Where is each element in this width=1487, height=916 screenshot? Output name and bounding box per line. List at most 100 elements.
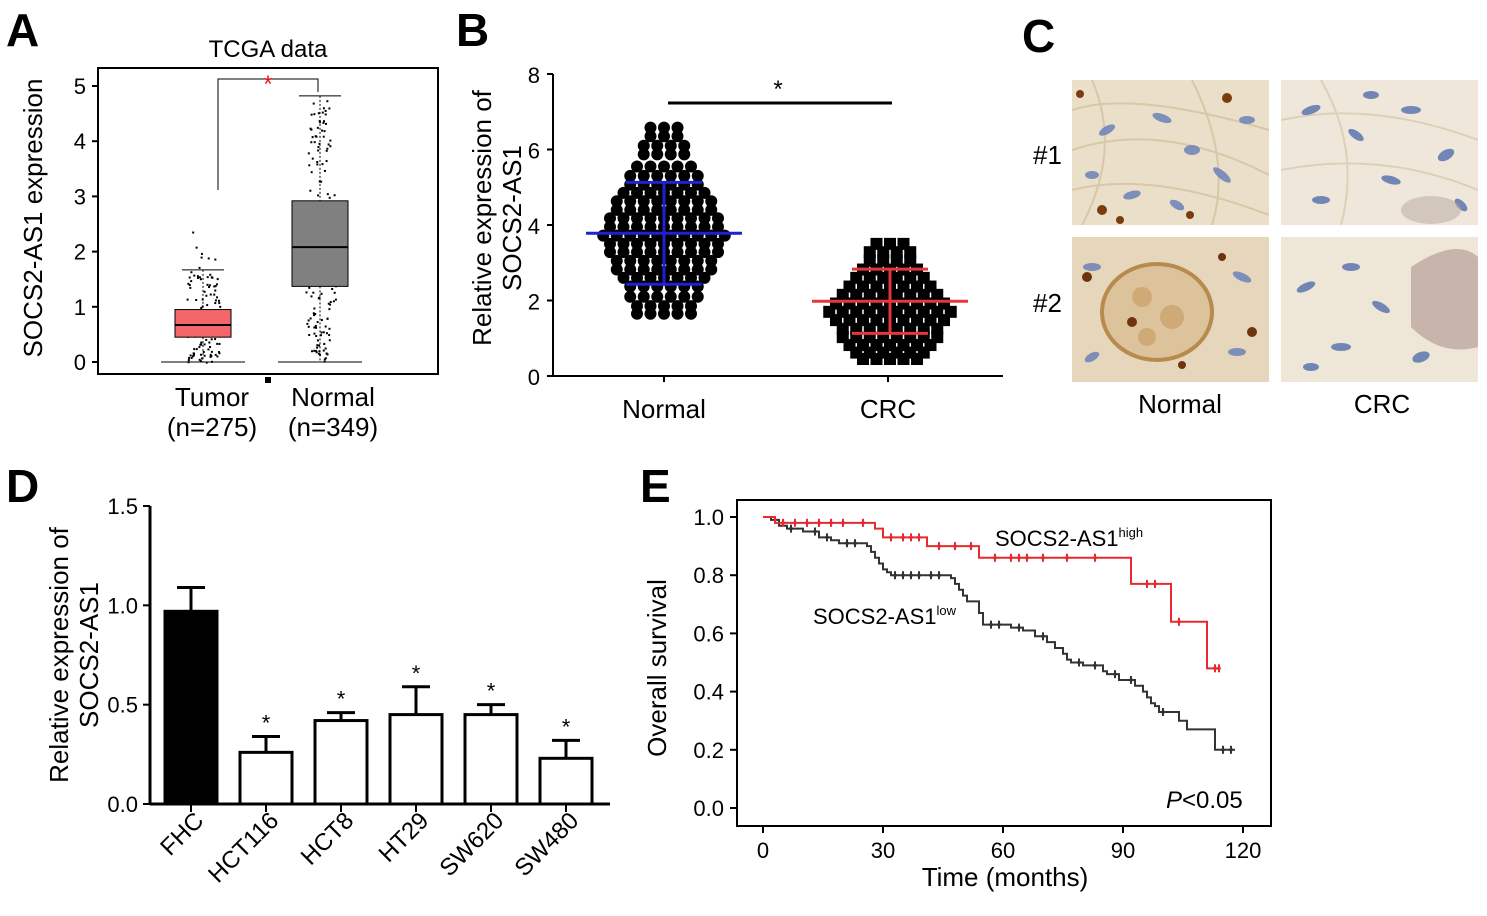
panel-b-point-normal — [685, 246, 697, 259]
panel-e-censor-dot — [969, 544, 973, 548]
panel-a-point — [209, 273, 212, 276]
panel-e-censor-dot — [1093, 555, 1097, 560]
panel-a-point — [329, 303, 332, 306]
panel-a-point — [213, 285, 216, 288]
panel-a-point — [188, 356, 191, 359]
panel-a-point — [316, 346, 319, 349]
panel-a-point — [216, 342, 219, 345]
panel-b-point-normal — [651, 148, 664, 161]
panel-b-point-normal — [685, 307, 697, 320]
panel-b-point-normal — [678, 203, 691, 216]
panel-e-censor-dot — [1017, 555, 1021, 560]
panel-b-point-normal — [631, 160, 643, 173]
panel-a-point — [307, 319, 310, 322]
panel-b-point-normal — [617, 237, 630, 250]
panel-d-bar-ht29 — [388, 713, 444, 806]
ihc-image-crc-2 — [1281, 237, 1478, 382]
panel-a-point — [200, 306, 203, 309]
ihc-image-normal-2 — [1072, 237, 1269, 382]
panel-b-point-normal — [671, 271, 684, 284]
panel-a-point — [217, 299, 220, 302]
panel-e-ytick-label: 0.6 — [693, 621, 724, 646]
panel-b-ytick-label: 2 — [528, 290, 540, 315]
panel-a-point — [207, 348, 210, 351]
panel-a-point — [332, 300, 335, 303]
panel-b-point-normal — [664, 254, 677, 267]
panel-e-censor-dot — [909, 535, 913, 540]
panel-a-point — [308, 334, 311, 337]
panel-b-point-normal — [705, 263, 718, 276]
panel-a-point — [214, 353, 217, 356]
panel-b-point-normal — [671, 246, 684, 259]
panel-b-point-normal — [712, 212, 724, 225]
panel-c-ihc: #1 #2 Normal CRC — [1033, 140, 1410, 419]
panel-a-point — [203, 290, 206, 293]
panel-b-point-normal — [685, 237, 697, 250]
panel-b-point-normal — [651, 203, 664, 216]
panel-e-censor-dot — [1217, 666, 1221, 671]
panel-a-point — [209, 346, 212, 349]
panel-b-point-normal — [664, 148, 677, 161]
panel-a-axis-marker — [265, 377, 271, 383]
panel-b-point-normal — [617, 220, 630, 233]
panel-a-point — [314, 313, 317, 316]
panel-b-point-normal — [604, 220, 616, 233]
panel-a-point — [213, 293, 216, 296]
panel-b-point-normal — [691, 169, 704, 182]
panel-e-censor-dot — [1025, 555, 1029, 560]
panel-d-ytick-label: 1.0 — [107, 593, 138, 618]
panel-b-point-normal — [671, 307, 684, 320]
panel-b-point-normal — [664, 263, 677, 276]
panel-d-significance-star: * — [337, 687, 346, 712]
panel-b-point-normal — [624, 203, 637, 216]
panel-b-point-normal — [631, 237, 643, 250]
panel-d-ylabel-line1: Relative expression of — [44, 526, 74, 783]
panel-a-point — [209, 355, 212, 358]
panel-b-point-normal — [617, 212, 630, 225]
panel-a-point — [317, 146, 320, 149]
panel-b-point-normal — [637, 203, 650, 216]
panel-e-censor-dot — [1153, 582, 1157, 586]
panel-a-point — [218, 302, 221, 305]
panel-b-point-normal — [678, 254, 691, 267]
panel-e-censor-dot — [781, 521, 785, 525]
panel-a-point — [197, 276, 200, 279]
panel-a-ytick-label: 0 — [74, 350, 86, 375]
panel-b-point-normal — [698, 186, 711, 199]
panel-a-point — [313, 113, 316, 116]
panel-a-point — [189, 286, 192, 289]
panel-a-point — [333, 291, 336, 294]
panel-b-point-normal — [712, 220, 724, 233]
panel-a-point — [309, 317, 312, 320]
panel-a-point — [317, 352, 320, 355]
panel-b-point-normal — [624, 254, 637, 267]
panel-a-point — [209, 293, 212, 296]
panel-b-significance-star: * — [773, 76, 782, 103]
panel-a-cat-normal-n: (n=349) — [288, 412, 378, 442]
panel-a-ytick-label: 5 — [74, 74, 86, 99]
panel-b-point-normal — [610, 263, 623, 276]
panel-a-ytick-label: 4 — [74, 129, 86, 154]
panel-b-point-normal — [698, 212, 711, 225]
panel-a-point — [311, 157, 314, 160]
panel-a-point — [310, 171, 313, 174]
panel-b-point-normal — [631, 246, 643, 259]
panel-b-point-normal — [664, 139, 677, 152]
panel-a-point — [210, 350, 213, 353]
panel-a-point — [323, 358, 326, 361]
panel-a-point — [218, 352, 221, 355]
panel-a-box-normal — [291, 200, 349, 287]
panel-b-point-crc — [857, 353, 869, 366]
panel-a-point — [198, 358, 201, 361]
panel-b-point-normal — [631, 220, 643, 233]
panel-b-point-normal — [664, 169, 677, 182]
panel-d-bar-fhc — [163, 609, 219, 806]
panel-a-point — [316, 163, 319, 166]
panel-a-point — [199, 278, 202, 281]
panel-a-point — [195, 348, 198, 351]
panel-a-point — [327, 143, 330, 146]
panel-a-point — [313, 141, 316, 144]
panel-a-cat-normal: Normal — [291, 382, 375, 412]
panel-b-point-normal — [617, 186, 630, 199]
panel-a-point — [317, 194, 320, 197]
